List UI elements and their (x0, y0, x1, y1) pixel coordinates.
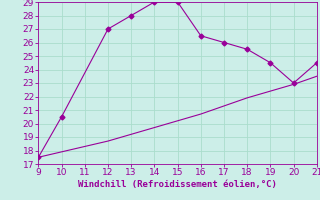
X-axis label: Windchill (Refroidissement éolien,°C): Windchill (Refroidissement éolien,°C) (78, 180, 277, 189)
